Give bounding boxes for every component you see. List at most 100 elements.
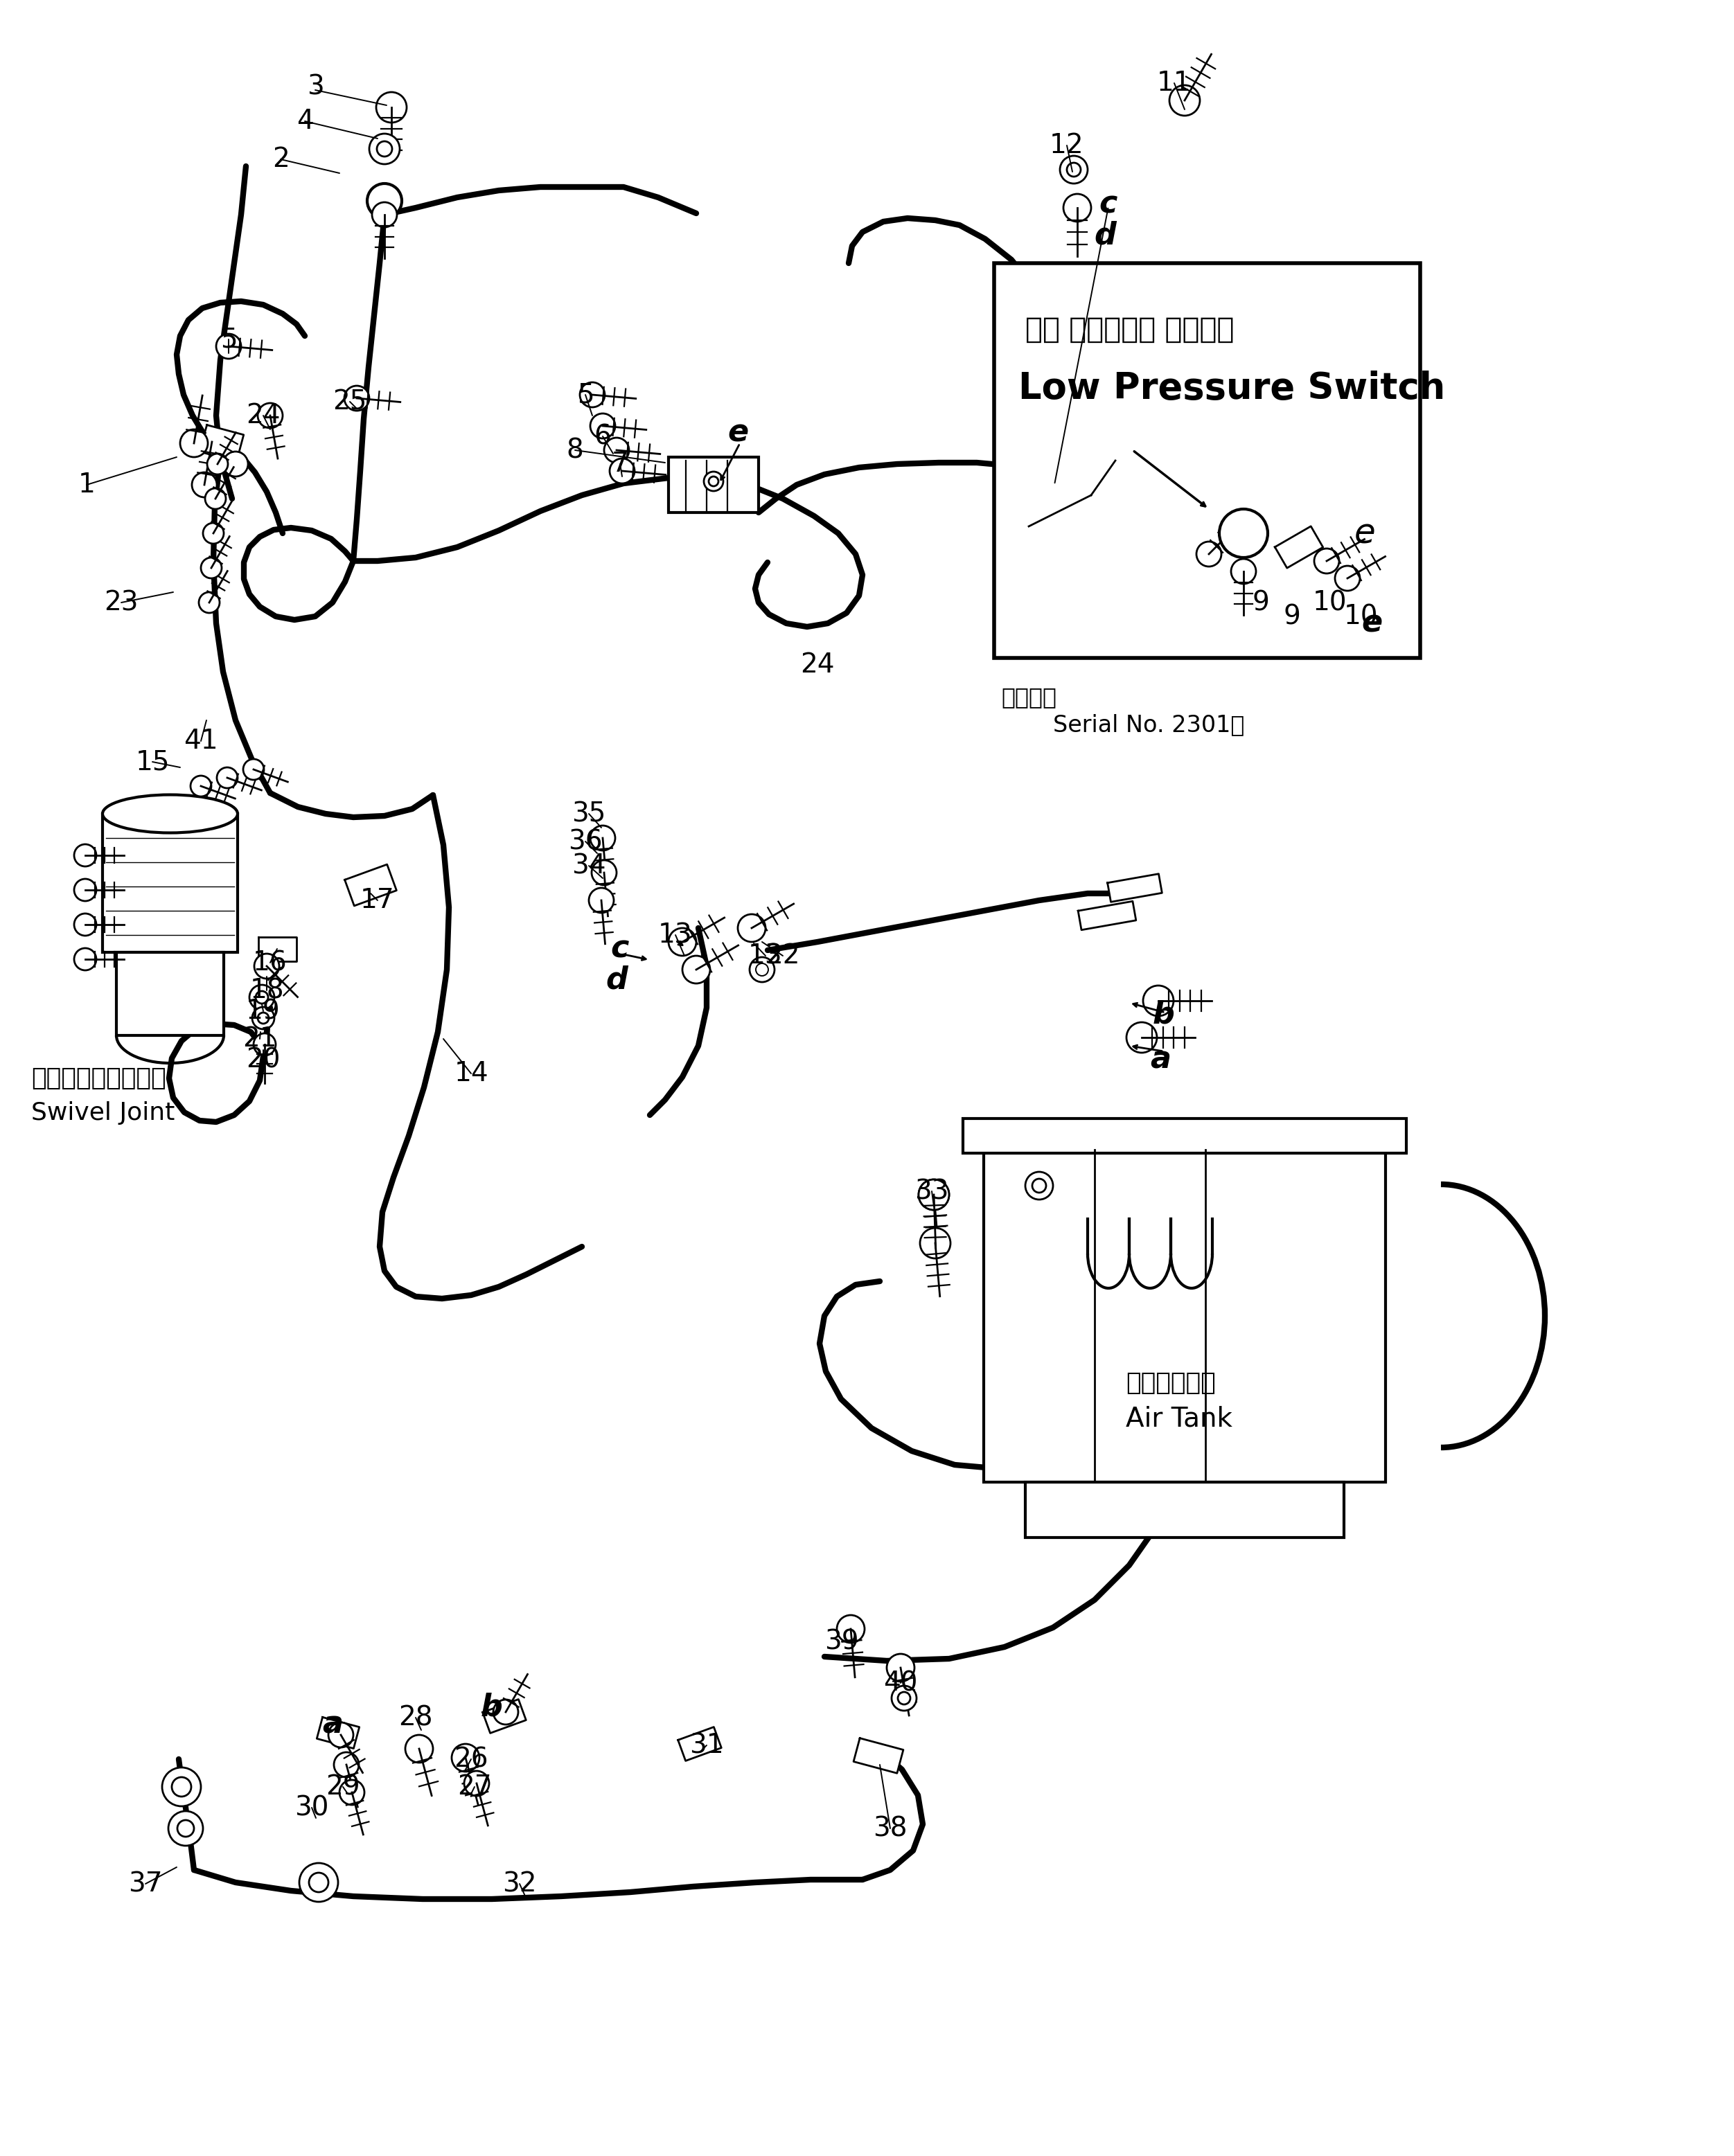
Text: b: b	[480, 1692, 503, 1723]
Text: 26: 26	[454, 1746, 489, 1772]
Text: 4: 4	[297, 108, 314, 134]
Circle shape	[590, 888, 614, 912]
Circle shape	[205, 487, 225, 509]
Circle shape	[1314, 548, 1339, 573]
Text: e: e	[727, 418, 749, 448]
Circle shape	[1231, 558, 1255, 584]
Circle shape	[579, 382, 605, 407]
Text: 19: 19	[246, 998, 281, 1024]
Circle shape	[251, 1007, 274, 1028]
Circle shape	[376, 93, 407, 123]
Text: 36: 36	[569, 828, 603, 854]
Text: 24: 24	[801, 651, 834, 677]
Circle shape	[465, 1770, 489, 1796]
Circle shape	[737, 914, 765, 942]
Circle shape	[919, 1179, 948, 1210]
Circle shape	[199, 593, 220, 612]
Circle shape	[75, 880, 97, 901]
Circle shape	[180, 429, 208, 457]
Circle shape	[250, 985, 274, 1009]
Text: 2: 2	[272, 147, 290, 172]
Circle shape	[1066, 162, 1080, 177]
Circle shape	[243, 759, 264, 780]
Text: 39: 39	[825, 1628, 858, 1654]
Bar	[1025, 1481, 1344, 1537]
Polygon shape	[199, 425, 244, 461]
Circle shape	[201, 558, 222, 578]
Circle shape	[492, 1699, 518, 1725]
Ellipse shape	[102, 796, 238, 832]
Text: 11: 11	[1157, 69, 1191, 97]
Text: a: a	[1150, 1046, 1170, 1074]
Text: 31: 31	[690, 1731, 723, 1759]
Circle shape	[451, 1744, 479, 1772]
Text: 27: 27	[458, 1774, 492, 1800]
Circle shape	[610, 459, 635, 483]
Text: 7: 7	[612, 451, 629, 476]
Text: 12: 12	[1049, 132, 1084, 160]
Text: 17: 17	[361, 888, 395, 914]
Circle shape	[368, 183, 402, 218]
Circle shape	[603, 438, 629, 464]
Polygon shape	[345, 865, 397, 906]
Text: 1: 1	[78, 472, 95, 498]
Text: 21: 21	[243, 1026, 277, 1052]
Text: 30: 30	[295, 1794, 329, 1822]
Circle shape	[709, 476, 718, 487]
Text: ロー プレッシャ スイッチ: ロー プレッシャ スイッチ	[1025, 315, 1235, 345]
Circle shape	[590, 414, 616, 438]
Circle shape	[1127, 1022, 1157, 1052]
Text: 35: 35	[572, 800, 605, 828]
Circle shape	[891, 1686, 917, 1710]
Text: a: a	[323, 1710, 343, 1740]
Text: 25: 25	[333, 388, 368, 414]
Circle shape	[217, 334, 241, 358]
Text: c: c	[610, 934, 629, 964]
Circle shape	[590, 826, 616, 849]
Text: 10: 10	[1313, 589, 1347, 617]
Circle shape	[203, 524, 224, 543]
Circle shape	[376, 142, 392, 157]
Polygon shape	[1027, 455, 1079, 487]
Circle shape	[258, 403, 283, 429]
Circle shape	[168, 1811, 203, 1846]
Bar	[669, 457, 758, 513]
Circle shape	[255, 992, 269, 1003]
Text: 29: 29	[326, 1774, 361, 1800]
Circle shape	[75, 914, 97, 936]
Circle shape	[191, 776, 212, 796]
Text: 37: 37	[128, 1871, 163, 1897]
Polygon shape	[482, 1699, 525, 1733]
Circle shape	[886, 1654, 914, 1682]
Circle shape	[206, 453, 227, 474]
Text: 13: 13	[749, 942, 782, 968]
Circle shape	[1032, 1179, 1046, 1192]
Text: 38: 38	[872, 1815, 907, 1841]
Text: b: b	[1153, 1000, 1176, 1031]
Circle shape	[704, 472, 723, 492]
Text: c: c	[1099, 190, 1118, 220]
Text: Swivel Joint: Swivel Joint	[31, 1102, 175, 1125]
Circle shape	[919, 1179, 948, 1210]
Circle shape	[406, 1736, 434, 1764]
Circle shape	[898, 1692, 910, 1705]
Circle shape	[1335, 565, 1359, 591]
Circle shape	[1169, 86, 1200, 116]
Text: 33: 33	[914, 1177, 948, 1205]
Text: 40: 40	[883, 1669, 917, 1697]
Circle shape	[258, 1013, 269, 1024]
Bar	[116, 953, 224, 1035]
Circle shape	[756, 964, 768, 977]
Circle shape	[838, 1615, 865, 1643]
Circle shape	[683, 955, 711, 983]
Text: 32: 32	[503, 1871, 538, 1897]
Text: Low Pressure Switch: Low Pressure Switch	[1018, 371, 1444, 407]
Polygon shape	[258, 936, 297, 962]
Circle shape	[177, 1820, 194, 1837]
Circle shape	[1059, 155, 1087, 183]
Text: 6: 6	[595, 423, 612, 448]
Text: 15: 15	[135, 748, 170, 774]
Text: 23: 23	[104, 589, 139, 617]
Circle shape	[1063, 194, 1091, 222]
Circle shape	[1143, 985, 1174, 1015]
